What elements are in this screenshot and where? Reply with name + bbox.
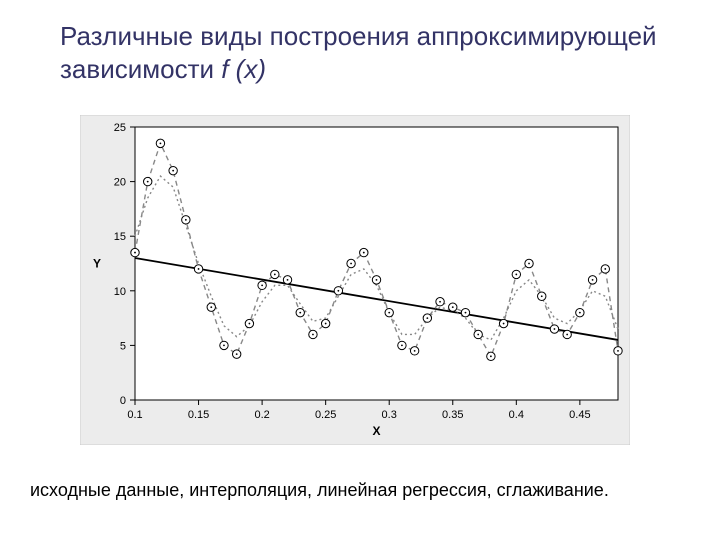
svg-text:5: 5: [120, 340, 126, 352]
svg-text:0.2: 0.2: [254, 409, 269, 421]
approximation-chart: 0.1 0.15 0.2 0.25 0.3 0.35 0.4 0.45 0 5 10 15 20 25 X Y: [80, 115, 630, 445]
svg-text:0.3: 0.3: [382, 409, 397, 421]
svg-text:0: 0: [120, 395, 126, 407]
svg-text:15: 15: [114, 231, 126, 243]
svg-text:25: 25: [114, 122, 126, 134]
title-text: Различные виды построения аппроксимирующ…: [60, 21, 657, 84]
svg-text:20: 20: [114, 177, 126, 189]
svg-text:0.35: 0.35: [442, 409, 463, 421]
svg-text:0.45: 0.45: [569, 409, 590, 421]
svg-text:10: 10: [114, 286, 126, 298]
svg-text:Y: Y: [93, 257, 101, 271]
title-fx: f (x): [221, 54, 266, 84]
svg-text:0.4: 0.4: [509, 409, 524, 421]
caption-text: исходные данные, интерполяция, линейная …: [30, 480, 690, 501]
svg-text:0.25: 0.25: [315, 409, 336, 421]
svg-text:0.1: 0.1: [127, 409, 142, 421]
svg-text:X: X: [372, 424, 380, 438]
svg-text:0.15: 0.15: [188, 409, 209, 421]
slide-title: Различные виды построения аппроксимирующ…: [60, 20, 660, 85]
